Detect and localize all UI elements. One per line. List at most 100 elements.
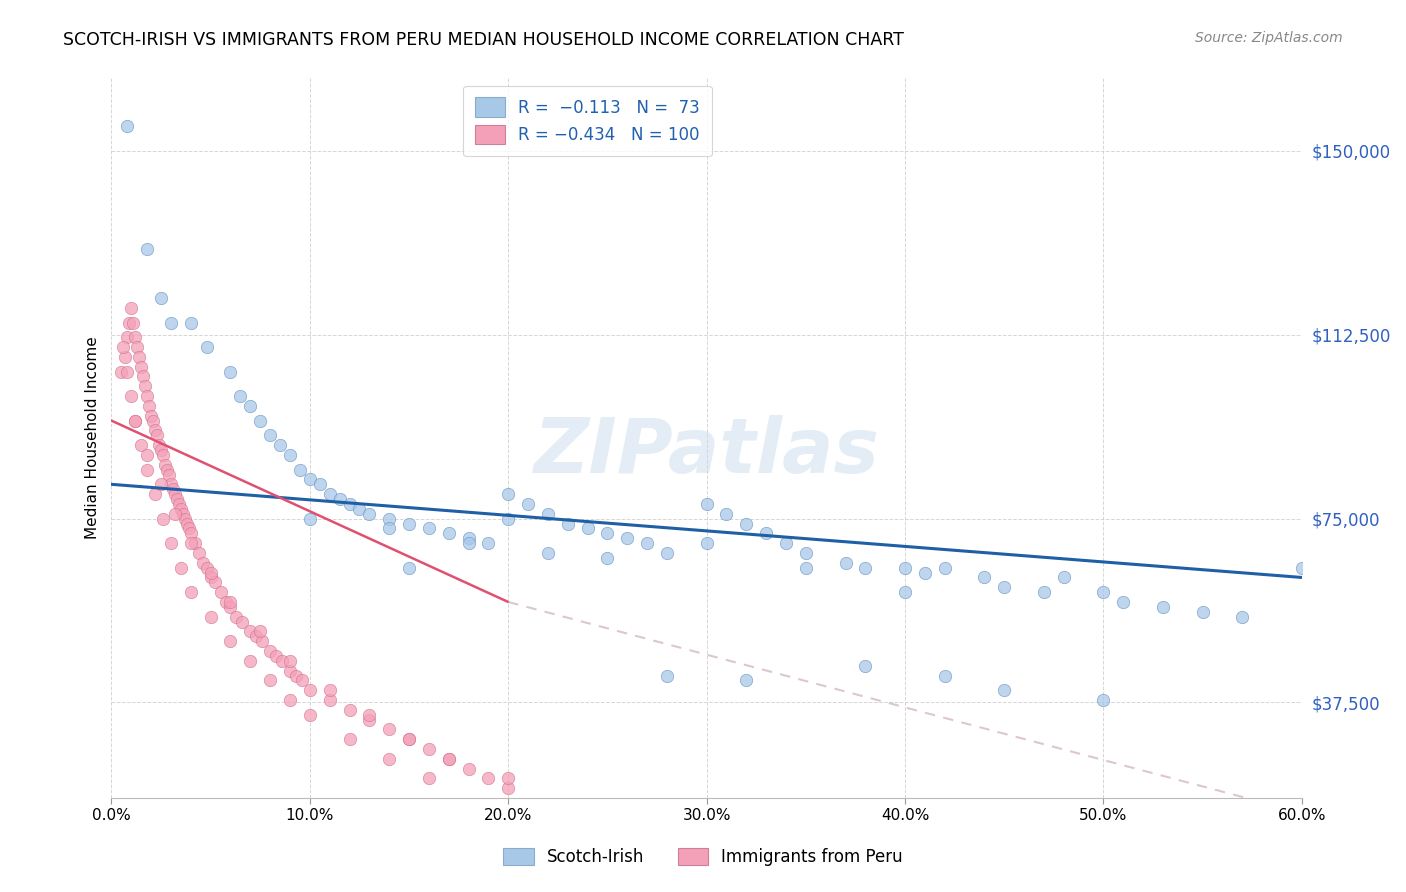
Point — [398, 732, 420, 747]
Point — [180, 536, 202, 550]
Point — [152, 511, 174, 525]
Point — [636, 536, 658, 550]
Point — [124, 414, 146, 428]
Text: ZIPatlas: ZIPatlas — [534, 415, 880, 489]
Point — [160, 536, 183, 550]
Point — [914, 566, 936, 580]
Point — [160, 477, 183, 491]
Point — [163, 487, 186, 501]
Point — [1092, 585, 1115, 599]
Point — [378, 723, 401, 737]
Point — [735, 516, 758, 531]
Point — [142, 414, 165, 428]
Legend: R =  −0.113   N =  73, R = −0.434   N = 100: R = −0.113 N = 73, R = −0.434 N = 100 — [464, 86, 711, 156]
Point — [457, 536, 479, 550]
Point — [132, 369, 155, 384]
Point — [136, 448, 159, 462]
Point — [457, 531, 479, 545]
Text: Source: ZipAtlas.com: Source: ZipAtlas.com — [1195, 31, 1343, 45]
Point — [834, 556, 856, 570]
Point — [229, 389, 252, 403]
Point — [219, 595, 242, 609]
Point — [259, 428, 281, 442]
Point — [496, 772, 519, 786]
Point — [180, 585, 202, 599]
Point — [398, 516, 420, 531]
Point — [298, 511, 321, 525]
Point — [1092, 693, 1115, 707]
Point — [180, 316, 202, 330]
Point — [418, 521, 440, 535]
Point — [557, 516, 579, 531]
Point — [291, 673, 314, 688]
Point — [225, 609, 247, 624]
Point — [239, 399, 262, 413]
Point — [209, 585, 232, 599]
Point — [127, 340, 149, 354]
Point — [249, 624, 271, 639]
Point — [284, 668, 307, 682]
Point — [596, 550, 619, 565]
Point — [239, 654, 262, 668]
Point — [318, 683, 340, 698]
Point — [200, 566, 222, 580]
Point — [146, 428, 169, 442]
Point — [150, 442, 173, 457]
Point — [271, 654, 294, 668]
Point — [180, 526, 202, 541]
Point — [136, 389, 159, 403]
Point — [118, 316, 141, 330]
Point — [993, 580, 1015, 594]
Point — [696, 497, 718, 511]
Point — [853, 658, 876, 673]
Point — [398, 560, 420, 574]
Point — [219, 634, 242, 648]
Point — [136, 462, 159, 476]
Point — [437, 752, 460, 766]
Point — [1112, 595, 1135, 609]
Point — [128, 350, 150, 364]
Point — [298, 707, 321, 722]
Point — [437, 526, 460, 541]
Point — [112, 340, 135, 354]
Point — [616, 531, 638, 545]
Point — [537, 507, 560, 521]
Point — [167, 497, 190, 511]
Point — [249, 414, 271, 428]
Point — [166, 491, 188, 506]
Point — [298, 683, 321, 698]
Point — [329, 491, 352, 506]
Point — [537, 546, 560, 560]
Point — [245, 629, 267, 643]
Point — [655, 546, 678, 560]
Point — [934, 668, 956, 682]
Point — [596, 526, 619, 541]
Point — [993, 683, 1015, 698]
Point — [162, 482, 184, 496]
Point — [457, 762, 479, 776]
Point — [176, 516, 198, 531]
Point — [1053, 570, 1076, 584]
Point — [278, 654, 301, 668]
Point — [114, 350, 136, 364]
Point — [359, 713, 381, 727]
Point — [110, 365, 132, 379]
Point — [1033, 585, 1056, 599]
Point — [170, 501, 193, 516]
Point — [117, 330, 139, 344]
Point — [359, 707, 381, 722]
Point — [259, 673, 281, 688]
Point — [120, 301, 142, 315]
Point — [195, 340, 218, 354]
Point — [339, 497, 361, 511]
Point — [278, 448, 301, 462]
Point — [339, 732, 361, 747]
Point — [298, 472, 321, 486]
Point — [477, 772, 499, 786]
Point — [853, 560, 876, 574]
Point — [117, 120, 139, 134]
Point — [139, 409, 162, 423]
Point — [437, 752, 460, 766]
Point — [219, 365, 242, 379]
Point — [124, 414, 146, 428]
